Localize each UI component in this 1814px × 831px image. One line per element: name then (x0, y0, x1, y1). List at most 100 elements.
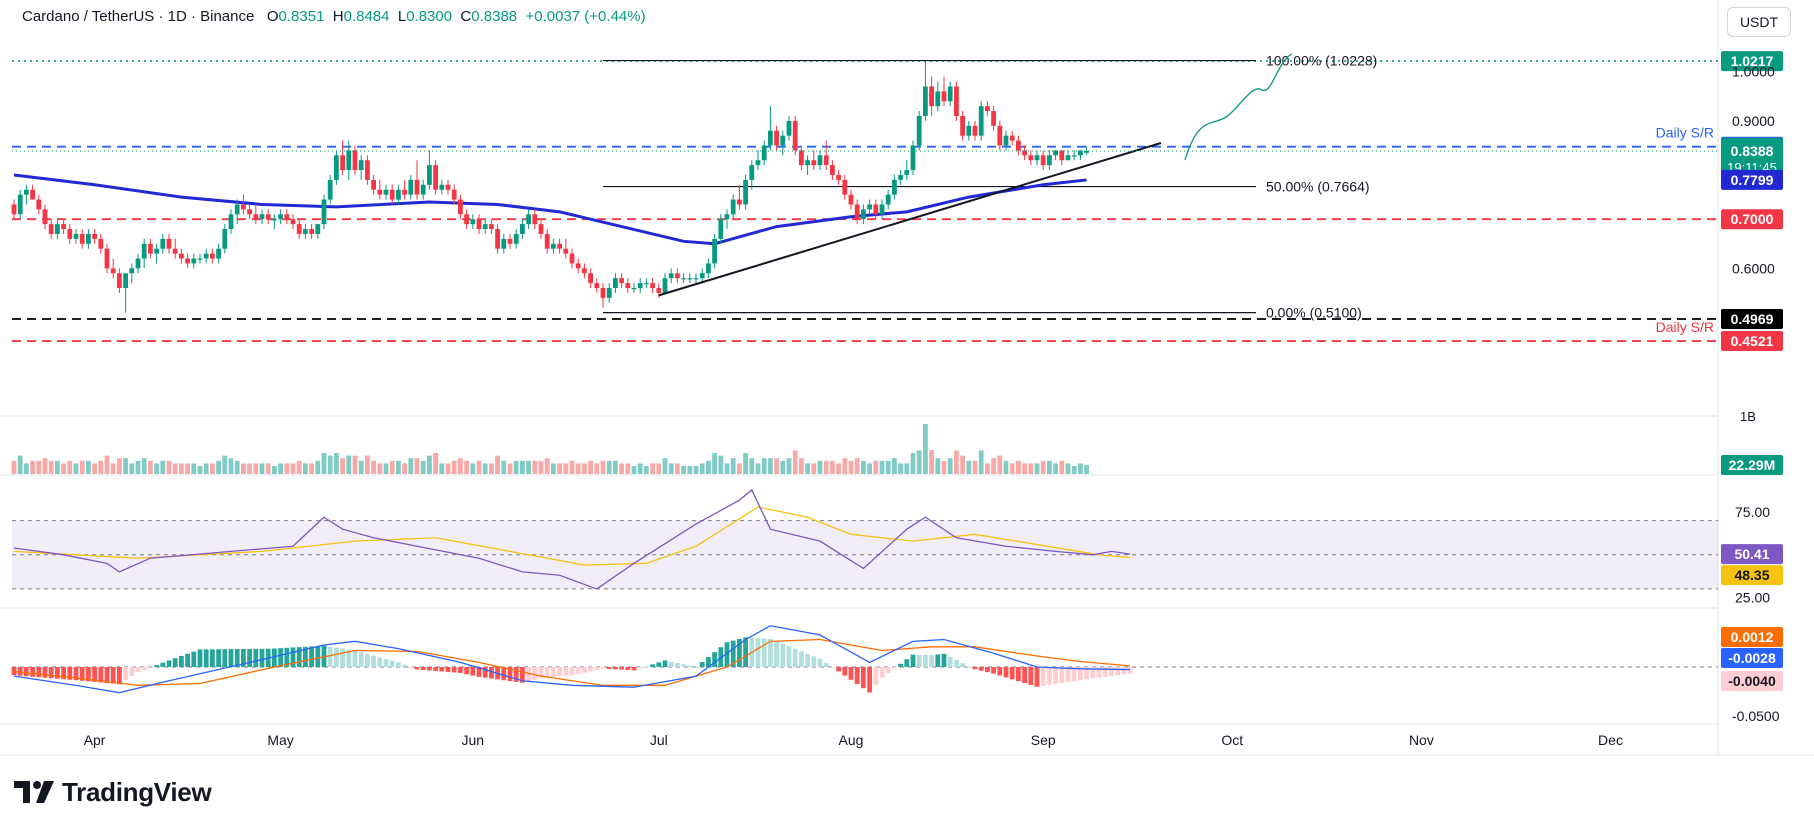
volume-bar (1078, 463, 1083, 474)
macd-histogram-bar (203, 649, 209, 667)
macd-histogram-bar (569, 667, 575, 676)
volume-bar (966, 460, 972, 474)
volume-bar (675, 463, 680, 474)
volume-bar (520, 460, 525, 474)
macd-histogram-bar (916, 654, 922, 667)
volume-bar (625, 463, 631, 474)
volume-bar (346, 455, 352, 474)
macd-histogram-bar (836, 667, 841, 672)
volume-bar (774, 458, 779, 474)
macd-histogram-bar (61, 667, 66, 680)
volume-bar (991, 458, 996, 474)
candle-body (365, 160, 370, 180)
candle-body (687, 278, 693, 280)
macd-histogram-bar (1034, 667, 1040, 687)
macd-histogram-bar (222, 649, 228, 667)
macd-histogram-bar (712, 652, 717, 667)
volume-bar (699, 463, 705, 474)
candle-body (675, 273, 680, 279)
volume-bar (594, 463, 600, 474)
candle-body (445, 184, 451, 190)
volume-bar (129, 463, 135, 474)
macd-histogram-bar (892, 667, 897, 669)
macd-histogram-bar (129, 667, 135, 677)
volume-bar (780, 460, 786, 474)
candle-body (718, 219, 724, 239)
currency-button[interactable]: USDT (1727, 7, 1791, 37)
macd-histogram-bar (1115, 667, 1120, 676)
volume-bar (191, 463, 197, 474)
macd-histogram-bar (315, 646, 321, 667)
macd-value-tag: -0.0028 (1728, 650, 1776, 666)
rsi-axis-tick: 75.00 (1735, 504, 1770, 520)
candle-body (203, 253, 209, 259)
candle-body (389, 189, 395, 200)
volume-bar (879, 460, 885, 474)
volume-bar (67, 460, 73, 474)
macd-histogram-bar (978, 667, 984, 671)
candle-body (86, 233, 91, 244)
volume-bar (439, 463, 445, 474)
macd-histogram-bar (389, 660, 395, 667)
candle-body (823, 155, 829, 166)
candle-body (259, 214, 265, 220)
last-price-tag: 0.8388 (1731, 143, 1774, 159)
candle-body (1016, 140, 1021, 151)
symbol-title: Cardano / TetherUS · 1D · Binance (22, 8, 255, 25)
macd-histogram-bar (73, 667, 79, 681)
candle-body (129, 268, 135, 274)
candle-body (507, 238, 513, 244)
tradingview-logo-icon (14, 781, 54, 803)
volume-bar (278, 463, 283, 474)
volume-bar (761, 458, 767, 474)
macd-histogram-bar (910, 654, 916, 667)
macd-histogram-bar (799, 651, 804, 667)
candle-body (830, 165, 835, 175)
volume-bar (687, 466, 693, 474)
macd-histogram-bar (414, 667, 420, 670)
close-label: C (460, 8, 472, 25)
macd-histogram-bar (972, 667, 978, 670)
candle-body (681, 278, 686, 280)
candle-body (575, 263, 581, 269)
time-axis-tick: Jul (650, 732, 668, 748)
macd-histogram-bar (166, 660, 172, 667)
candle-body (79, 233, 85, 244)
ema-200-line (13, 173, 1087, 246)
volume-bar (730, 458, 736, 474)
macd-histogram-bar (241, 649, 246, 667)
candle-body (637, 283, 643, 289)
candle-body (98, 238, 104, 249)
macd-histogram-bar (439, 667, 445, 672)
open-value: 0.8351 (278, 8, 325, 25)
volume-bar (259, 463, 265, 474)
volume-bar (247, 463, 252, 474)
macd-histogram-bar (1003, 667, 1009, 678)
macd-histogram-bar (588, 667, 593, 672)
volume-bar (898, 463, 903, 474)
macd-histogram-bar (98, 667, 104, 683)
macd-histogram-bar (216, 649, 221, 667)
volume-bar (427, 455, 432, 474)
macd-histogram-bar (805, 653, 810, 667)
volume-bar (402, 463, 407, 474)
macd-histogram-bar (842, 667, 848, 676)
time-axis-tick: Oct (1221, 732, 1243, 748)
macd-histogram-bar (402, 664, 407, 667)
volume-bar (1016, 460, 1021, 474)
macd-histogram-bar (885, 667, 891, 674)
macd-histogram-bar (501, 667, 507, 681)
volume-bar (681, 466, 686, 474)
volume-bar (154, 463, 159, 474)
macd-histogram-bar (557, 667, 562, 677)
macd-histogram-bar (92, 667, 97, 682)
macd-histogram-bar (811, 656, 817, 667)
macd-histogram-bar (631, 667, 637, 671)
candle-body (234, 204, 240, 215)
candle-body (110, 268, 116, 274)
volume-bar (910, 453, 916, 474)
macd-histogram-bar (848, 667, 854, 680)
volume-bar (61, 463, 66, 474)
candle-body (272, 219, 277, 221)
